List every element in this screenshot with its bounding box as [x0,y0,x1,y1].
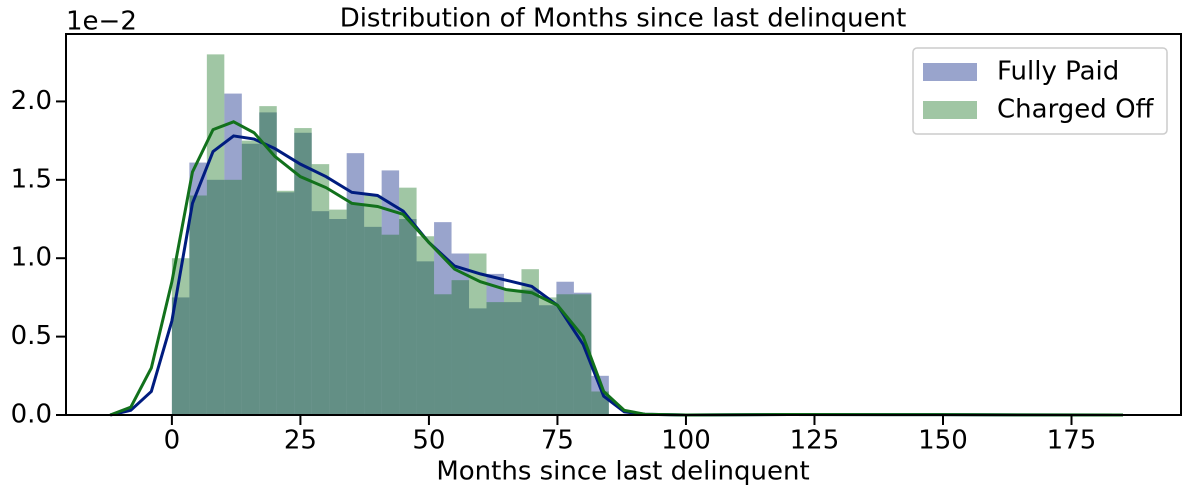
histogram-bar [416,236,435,415]
legend-swatch [923,63,977,81]
histogram-bar [224,179,242,415]
histogram-bar [381,234,400,415]
histogram-bar [434,294,452,415]
y-tick-label: 1.0 [11,243,52,273]
histogram-bar [538,297,557,415]
x-tick-label: 125 [790,426,840,456]
x-tick-label: 150 [918,426,968,456]
histogram-bar [294,128,312,415]
histogram-bar [381,170,400,415]
histogram-bar [538,305,557,415]
histogram-bar [503,302,522,415]
y-tick-label: 2.0 [11,86,52,116]
x-tick-label: 0 [164,426,181,456]
axes-frame [65,33,1182,416]
histogram-bar [451,253,470,415]
histogram-bar [573,294,592,415]
histogram-bar [241,140,260,415]
histogram-bar [206,179,225,415]
y-tick-label: 0.5 [11,321,52,351]
histogram-bar [486,302,504,415]
histogram-bar [259,106,277,415]
histogram-bar [171,297,190,415]
histogram-bar [329,209,347,415]
histogram-bar [241,143,260,415]
histogram-bar [503,289,522,415]
histogram-bar [294,132,312,415]
histogram-bar [189,195,207,415]
histogram-bar [346,153,365,415]
kde-line [109,120,1123,417]
legend-label: Fully Paid [997,57,1119,87]
histogram-bar [469,253,487,415]
chart-title: Distribution of Months since last delinq… [340,4,907,34]
histogram-bar [259,112,277,415]
histogram-bar [311,211,330,415]
histogram-bar [399,219,417,415]
histogram-bar [416,261,435,415]
histogram-bar [364,226,382,415]
histogram-bar [486,273,504,415]
legend-box [912,47,1168,135]
histogram-bar [521,269,539,415]
x-tick-label: 50 [412,426,445,456]
histogram-bar [469,308,487,415]
y-offset-label: 1e−2 [66,7,137,37]
x-tick-label: 25 [284,426,317,456]
histogram-bar [521,289,539,415]
histogram-bar [224,93,242,415]
x-axis-label: Months since last delinquent [436,457,809,487]
x-tick-label: 175 [1047,426,1097,456]
histogram-bar [556,281,574,415]
histogram-bar [346,203,365,415]
histogram-bar [399,187,417,415]
histogram-bar [591,375,609,415]
histogram-bar [189,162,207,415]
legend-label: Charged Off [997,95,1155,125]
histogram-bar [171,258,190,415]
histogram-bar [573,292,592,415]
histogram-bar [276,192,295,415]
histogram-bar [329,219,347,415]
histogram-bar [206,54,225,415]
histogram-bar [311,164,330,415]
y-tick-label: 0.0 [11,400,52,430]
x-tick-label: 75 [541,426,574,456]
histogram-bar [434,222,452,415]
histogram-bar [451,280,470,415]
y-tick-label: 1.5 [11,164,52,194]
histogram-bar [276,190,295,415]
histogram-bar [364,195,382,415]
legend-swatch [923,101,977,119]
x-tick-label: 100 [661,426,711,456]
